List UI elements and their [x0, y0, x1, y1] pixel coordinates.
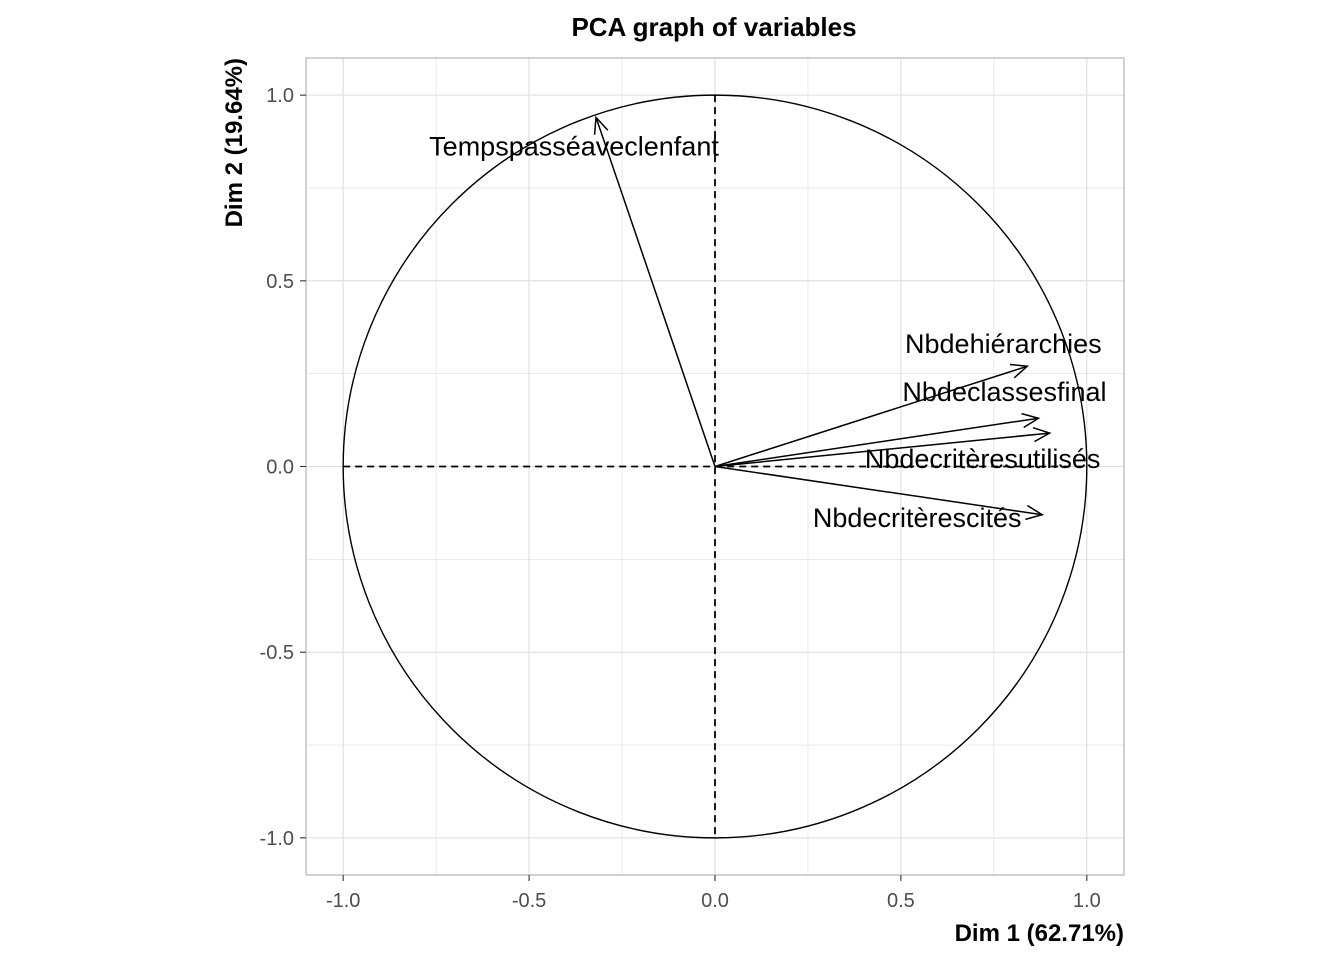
variable-arrow — [593, 115, 716, 467]
variable-label: Tempspasséaveclenfant — [429, 131, 719, 161]
y-tick-label: 0.5 — [266, 271, 294, 293]
y-tick-label: -1.0 — [260, 828, 294, 850]
variable-labels: Tempspasséaveclenfant Nbdehiérarchies Nbde… — [429, 131, 1106, 532]
variable-arrow — [714, 363, 1030, 468]
variable-arrow — [714, 412, 1041, 468]
x-tick-label: -0.5 — [512, 890, 546, 912]
variable-arrows — [593, 115, 1052, 521]
variable-label: Nbdeclassesfinal — [902, 377, 1106, 407]
variable-arrow — [714, 465, 1045, 521]
variable-label: Nbdehiérarchies — [905, 329, 1102, 359]
x-tick-label: -1.0 — [326, 890, 360, 912]
y-axis-title: Dim 2 (19.64%) — [221, 58, 248, 227]
y-tick-label: -0.5 — [260, 642, 294, 664]
x-tick-label: 0.0 — [701, 890, 729, 912]
x-tick-label: 0.5 — [887, 890, 915, 912]
x-axis-ticks: -1.0 -0.5 0.0 0.5 1.0 — [326, 875, 1101, 912]
variable-label: Nbdecritèrescités — [813, 503, 1022, 533]
y-axis-ticks: -1.0 -0.5 0.0 0.5 1.0 — [260, 85, 306, 850]
chart-title: PCA graph of variables — [571, 12, 856, 42]
y-tick-label: 0.0 — [266, 457, 294, 479]
x-axis-title: Dim 1 (62.71%) — [955, 920, 1124, 947]
variable-arrow — [714, 426, 1052, 468]
origin-lines — [343, 95, 1087, 838]
x-tick-label: 1.0 — [1073, 890, 1101, 912]
variable-label: Nbdecritèresutilisés — [865, 444, 1101, 474]
y-tick-label: 1.0 — [266, 85, 294, 107]
